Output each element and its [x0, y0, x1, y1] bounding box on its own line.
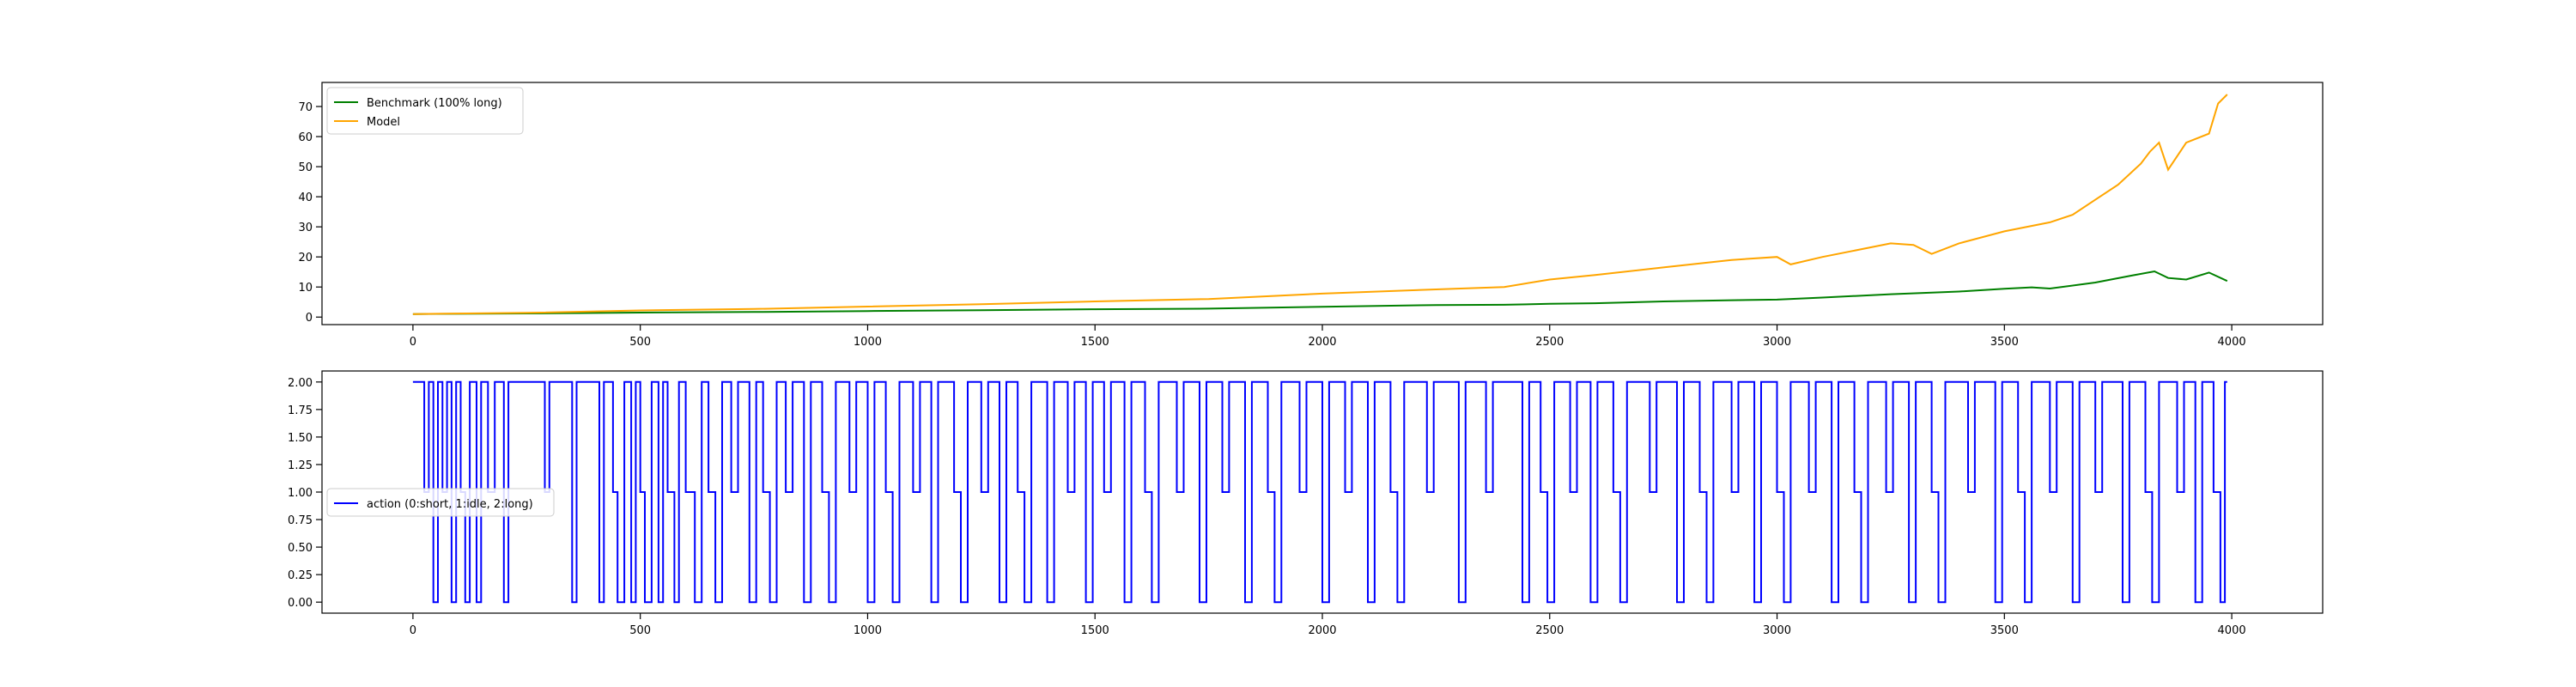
y-tick-label: 2.00 — [288, 377, 313, 390]
x-tick-label: 2000 — [1308, 336, 1336, 349]
legend-label: Benchmark (100% long) — [367, 97, 502, 110]
y-tick-label: 30 — [298, 222, 313, 234]
x-tick-label: 4000 — [2218, 336, 2246, 349]
y-tick-label: 1.25 — [288, 459, 313, 472]
y-tick-label: 40 — [298, 192, 313, 204]
legend: Benchmark (100% long) Model — [326, 87, 524, 135]
action-subplot: 0 500 1000 1500 2000 2500 3000 3500 4000 0.00 0.25… — [288, 370, 2324, 637]
x-tick-label: 0 — [410, 336, 416, 349]
y-tick-label: 1.50 — [288, 432, 313, 445]
y-tick-label: 0.00 — [288, 597, 313, 610]
x-tick-label: 3000 — [1763, 624, 1791, 637]
x-tick-label: 3500 — [1990, 336, 2019, 349]
legend: action (0:short, 1:idle, 2:long) — [326, 488, 555, 517]
x-tick-label: 2000 — [1308, 624, 1336, 637]
x-tick-label: 4000 — [2218, 624, 2246, 637]
legend-label: Model — [367, 116, 400, 129]
x-tick-label: 2500 — [1535, 336, 1564, 349]
x-tick-label: 500 — [629, 624, 651, 637]
y-tick-label: 10 — [298, 282, 313, 295]
x-tick-label: 3000 — [1763, 336, 1791, 349]
y-tick-label: 60 — [298, 131, 313, 144]
series-line-0 — [412, 380, 2227, 604]
x-tick-label: 500 — [629, 336, 651, 349]
y-tick-label: 0.50 — [288, 542, 313, 555]
x-tick-label: 1000 — [854, 624, 882, 637]
x-tick-label: 0 — [410, 624, 416, 637]
y-tick-label: 0 — [306, 312, 313, 325]
x-tick-label: 1500 — [1081, 336, 1109, 349]
y-tick-label: 0.75 — [288, 514, 313, 527]
y-tick-label: 50 — [298, 161, 313, 174]
x-tick-label: 1500 — [1081, 624, 1109, 637]
y-tick-label: 0.25 — [288, 569, 313, 582]
y-tick-label: 70 — [298, 101, 313, 114]
y-tick-label: 20 — [298, 252, 313, 264]
x-tick-label: 1000 — [854, 336, 882, 349]
y-tick-label: 1.00 — [288, 487, 313, 500]
legend-label: action (0:short, 1:idle, 2:long) — [367, 498, 533, 511]
x-tick-label: 2500 — [1535, 624, 1564, 637]
x-tick-label: 3500 — [1990, 624, 2019, 637]
legend-box — [326, 87, 524, 135]
series-line-0 — [412, 270, 2228, 315]
equity-subplot: 0 500 1000 1500 2000 2500 3000 3500 4000 0 10 20 30 4… — [298, 82, 2324, 349]
legend-box — [326, 488, 555, 517]
y-tick-label: 1.75 — [288, 404, 313, 417]
series-line-1 — [412, 94, 2228, 315]
